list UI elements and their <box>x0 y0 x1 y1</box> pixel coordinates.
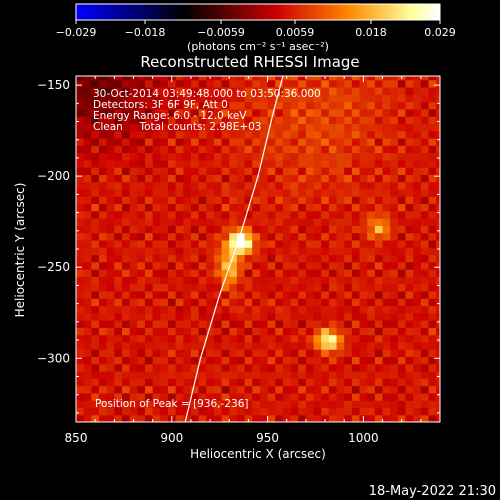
peak-position-label: Position of Peak = [936,-236] <box>95 398 249 410</box>
colorbar-tick-label: 0.029 <box>424 26 456 39</box>
y-tick-label: −200 <box>37 169 70 183</box>
colorbar <box>75 3 441 21</box>
colorbar-tick-label: 0.018 <box>355 26 387 39</box>
colorbar-tick-label: 0.0059 <box>276 26 315 39</box>
y-axis-label: Heliocentric Y (arcsec) <box>13 183 27 318</box>
y-tick-label: −300 <box>37 351 70 365</box>
y-tick-label: −150 <box>37 78 70 92</box>
x-tick-label: 900 <box>160 431 183 445</box>
annotation-detectors: Detectors: 3F 6F 9F, Att 0 <box>93 99 228 111</box>
annotation-block: 30-Oct-2014 03:49:48.000 to 03:50:36.000… <box>93 88 321 133</box>
y-tick-label: −250 <box>37 260 70 274</box>
colorbar-label: (photons cm⁻² s⁻¹ asec⁻²) <box>187 40 329 53</box>
colorbar-tick-label: −0.0059 <box>197 26 245 39</box>
colorbar-tick-label: −0.029 <box>56 26 97 39</box>
x-axis-label: Heliocentric X (arcsec) <box>190 447 326 461</box>
solar-limb-curve <box>184 76 284 422</box>
colorbar-tick-label: −0.018 <box>125 26 166 39</box>
x-tick-label: 850 <box>65 431 88 445</box>
x-tick-label: 950 <box>256 431 279 445</box>
axes: 850 900 950 1000 −150 −200 −250 −300 <box>37 76 441 445</box>
chart-title: Reconstructed RHESSI Image <box>140 53 359 71</box>
annotation-energy-range: Energy Range: 6.0 - 12.0 keV <box>93 110 247 122</box>
colorbar-ticks: −0.029 −0.018 −0.0059 0.0059 0.018 0.029 <box>56 20 456 39</box>
x-tick-label: 1000 <box>348 431 379 445</box>
heatmap-cells <box>76 76 440 422</box>
annotation-time-range: 30-Oct-2014 03:49:48.000 to 03:50:36.000 <box>93 88 321 100</box>
footer-timestamp: 18-May-2022 21:30 <box>369 484 496 499</box>
annotation-total-counts: Clean Total counts: 2.98E+03 <box>93 121 262 133</box>
